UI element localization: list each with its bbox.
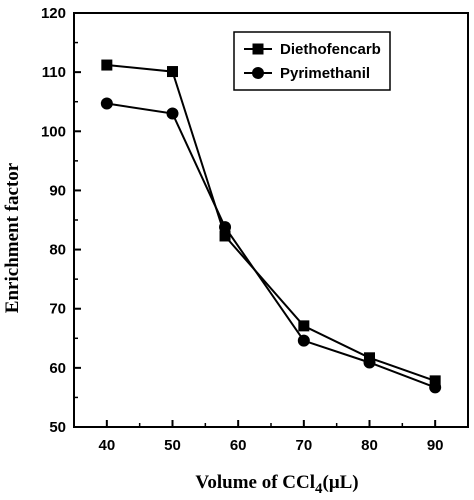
data-point-circle	[252, 67, 264, 79]
y-axis-title: Enrichment factor	[2, 162, 23, 313]
data-point-circle	[166, 107, 179, 120]
axes: 50 60 70 80 90 100 110 120 40 50 60 70 80 90	[41, 5, 469, 454]
data-point-circle	[363, 356, 376, 369]
data-point-circle	[100, 97, 113, 110]
x-axis-title-main: Volume of CCl	[195, 472, 315, 493]
series-line	[106, 64, 436, 382]
series-line	[106, 102, 436, 389]
series-pyrimethanil	[100, 97, 442, 394]
legend-label: Diethofencarb	[280, 41, 381, 58]
series-layer	[100, 59, 442, 394]
legend-item: Diethofencarb	[244, 41, 381, 58]
data-point-square	[167, 66, 178, 78]
data-point-circle	[429, 381, 442, 394]
data-point-square	[101, 59, 113, 71]
y-tick-label: 50	[49, 419, 66, 436]
x-tick-label: 60	[230, 437, 247, 454]
y-tick-label: 60	[49, 360, 66, 377]
legend-item: Pyrimethanil	[244, 65, 370, 82]
data-point-circle	[219, 221, 232, 234]
data-point-square	[429, 375, 441, 387]
x-tick-label: 90	[427, 437, 444, 454]
legend-box	[233, 31, 391, 91]
data-point-square	[252, 43, 264, 55]
y-tick-label: 110	[42, 64, 66, 81]
x-tick-label: 50	[164, 437, 181, 454]
x-axis-title: Volume of CCl4(μL)	[195, 472, 358, 497]
y-tick-label: 90	[49, 182, 66, 199]
data-point-square	[219, 230, 231, 242]
y-tick-label: 70	[49, 301, 66, 318]
y-tick-label: 100	[41, 123, 66, 140]
x-axis-title-subscript: 4	[315, 481, 323, 497]
y-tick-label: 80	[49, 242, 66, 259]
data-point-square	[298, 320, 310, 332]
data-point-circle	[297, 334, 310, 347]
x-tick-label: 80	[361, 437, 378, 454]
x-tick-label: 40	[98, 437, 115, 454]
x-tick-label: 70	[295, 437, 312, 454]
series-diethofencarb	[101, 59, 441, 387]
legend: Diethofencarb Pyrimethanil	[233, 31, 391, 91]
y-tick-label: 120	[41, 5, 66, 22]
x-axis-title-unit: (μL)	[323, 472, 359, 493]
legend-label: Pyrimethanil	[280, 65, 370, 82]
